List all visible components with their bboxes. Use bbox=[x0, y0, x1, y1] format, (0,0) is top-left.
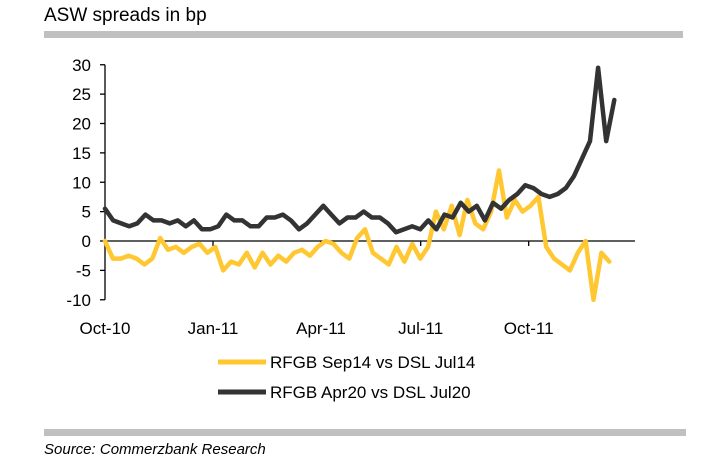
y-tick-label: 20 bbox=[72, 115, 91, 134]
y-tick-label: 0 bbox=[82, 232, 91, 251]
legend-label-2: RFGB Apr20 vs DSL Jul20 bbox=[270, 383, 471, 402]
axes: 30 25 20 15 10 5 0 -5 -10 Oct-10 Jan-11 Apr-11 Jul-1… bbox=[66, 56, 635, 338]
y-tick-label: 30 bbox=[72, 56, 91, 75]
x-tick-label: Apr-11 bbox=[296, 319, 346, 338]
y-tick-label: 5 bbox=[82, 203, 91, 222]
source-note: Source: Commerzbank Research bbox=[44, 441, 266, 458]
series-line-1 bbox=[102, 168, 612, 303]
x-tick-label: Jul-11 bbox=[398, 319, 443, 338]
x-tick-label: Oct-10 bbox=[79, 319, 130, 338]
y-tick-label: -10 bbox=[66, 291, 91, 310]
source-rule bbox=[44, 429, 686, 436]
title-rule bbox=[44, 31, 683, 38]
series-line-2 bbox=[102, 65, 617, 235]
x-tick-label: Oct-11 bbox=[504, 319, 554, 338]
y-tick-label: 15 bbox=[72, 144, 91, 163]
legend-label-1: RFGB Sep14 vs DSL Jul14 bbox=[270, 353, 475, 372]
y-tick-label: 10 bbox=[72, 173, 91, 192]
y-tick-label: 25 bbox=[72, 85, 91, 104]
y-tick-label: -5 bbox=[76, 261, 91, 280]
legend: RFGB Sep14 vs DSL Jul14 RFGB Apr20 vs DSL… bbox=[218, 353, 475, 402]
x-tick-label: Jan-11 bbox=[188, 319, 239, 338]
chart-title: ASW spreads in bp bbox=[44, 5, 207, 26]
series-lines bbox=[102, 65, 617, 303]
